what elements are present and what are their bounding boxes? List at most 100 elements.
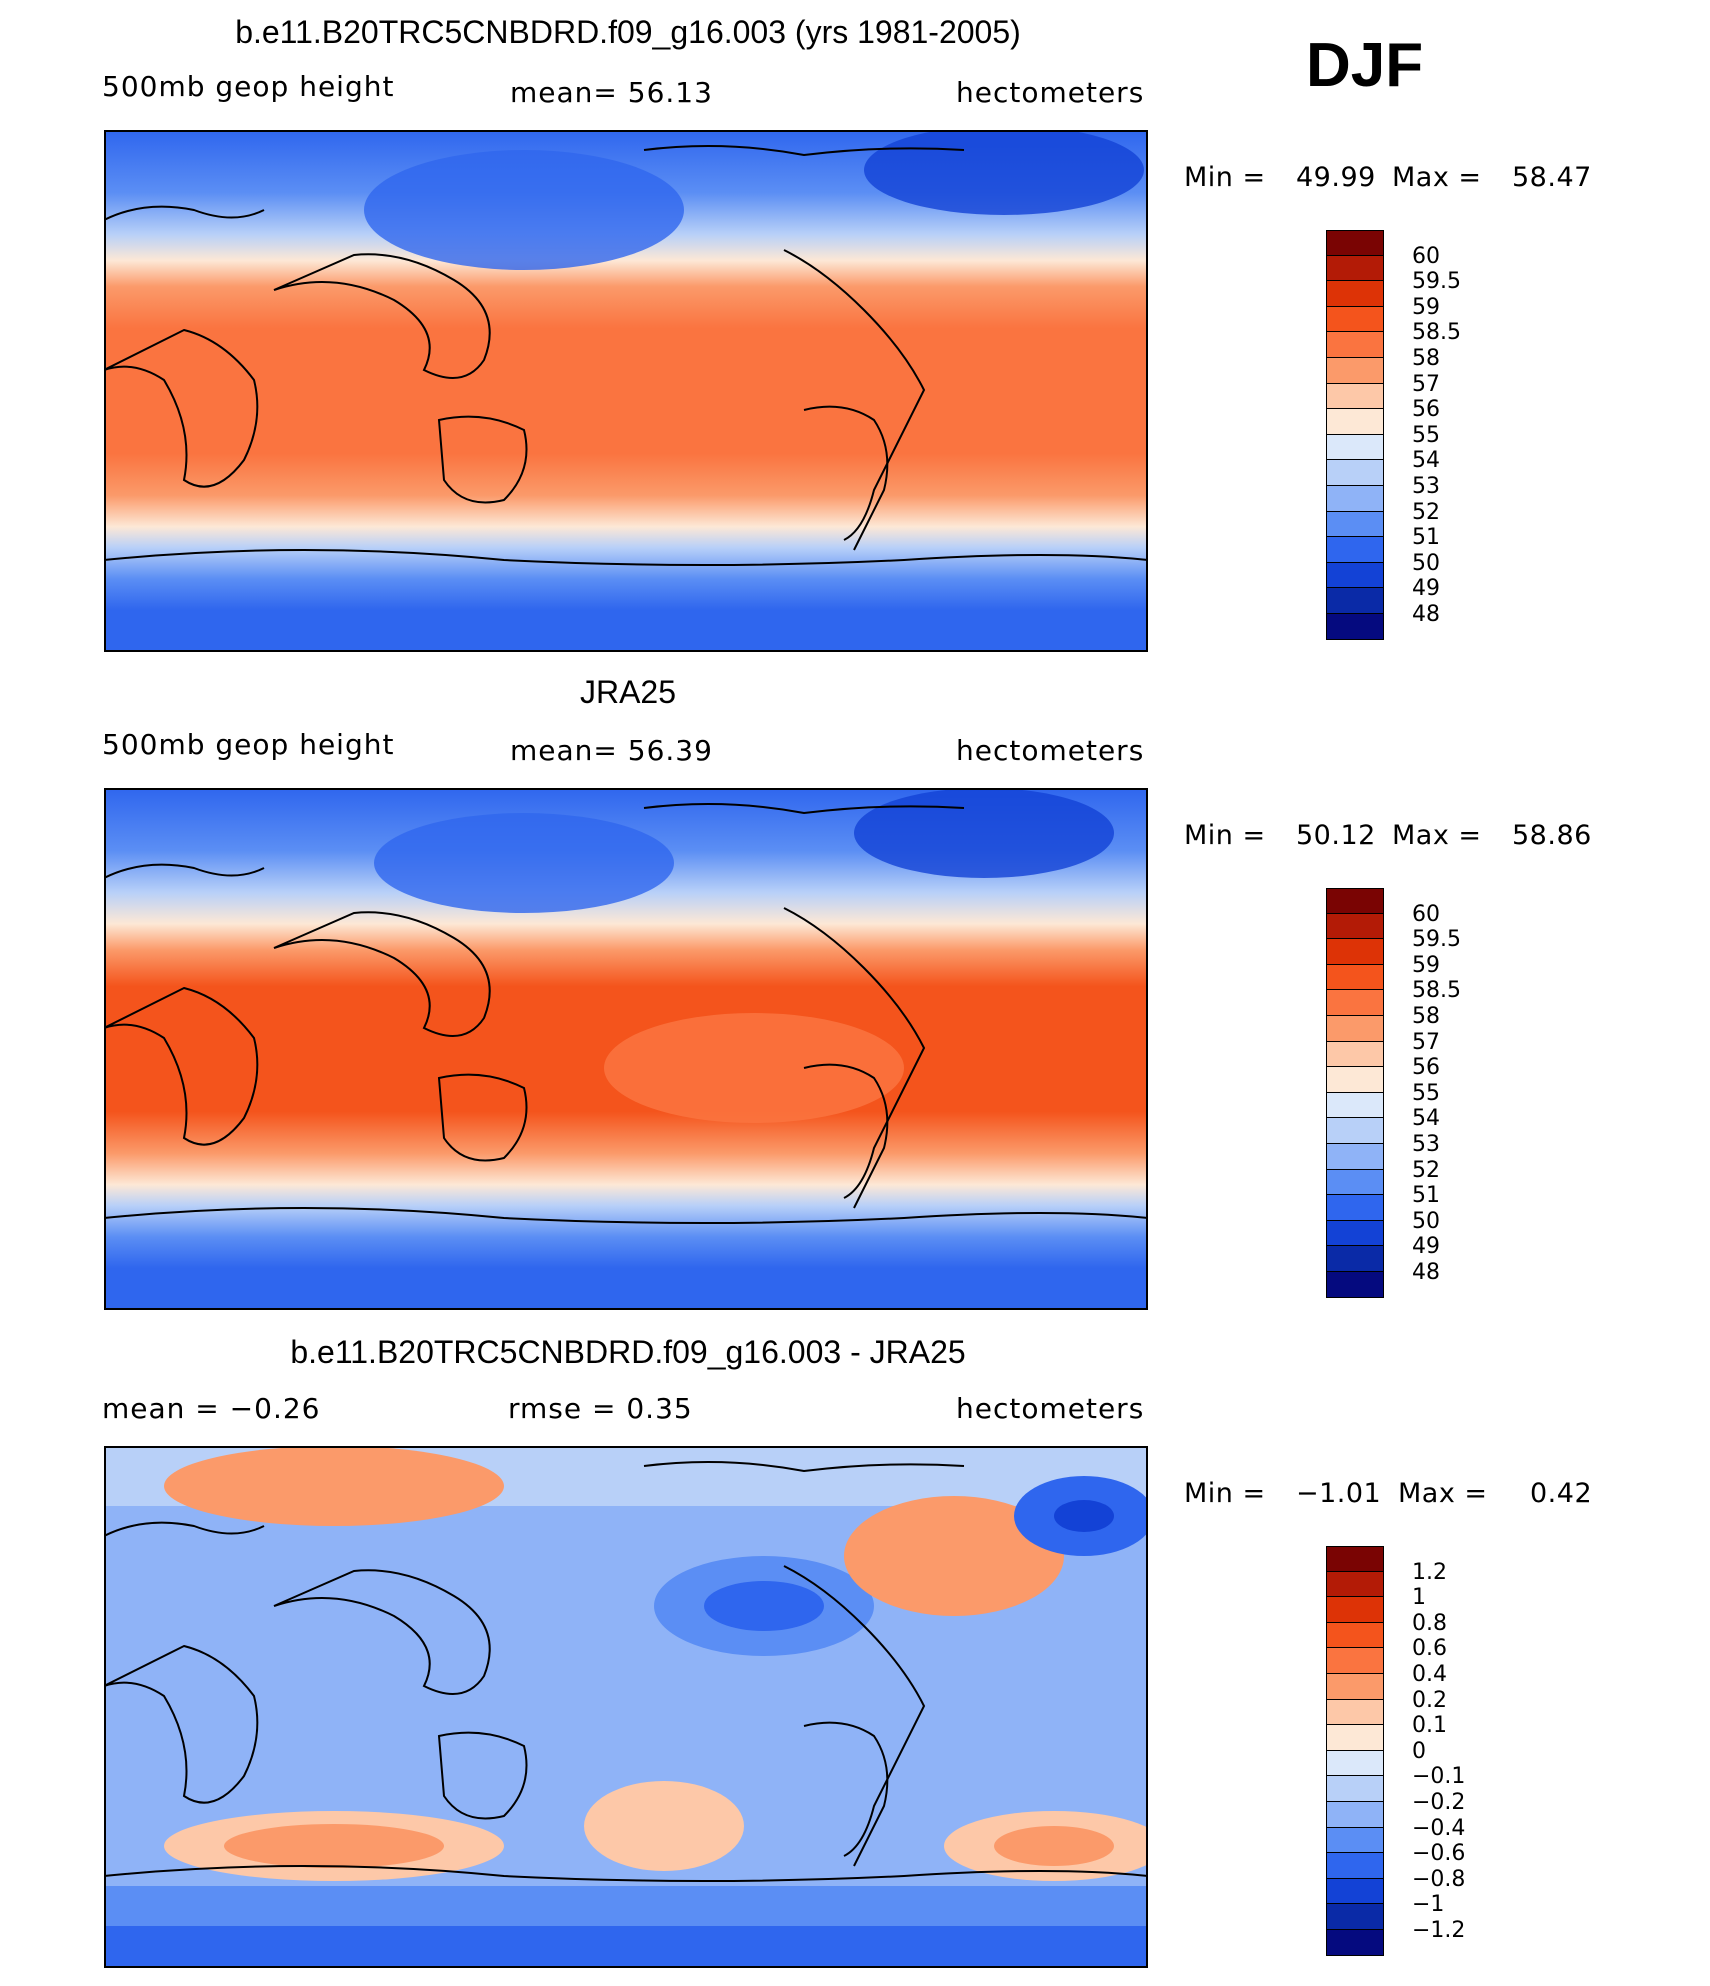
- panel-3-colorbar-box: [1326, 1597, 1384, 1623]
- panel-2-colorbar-box: [1326, 1220, 1384, 1247]
- panel-3-positive-southatlantic-core: [994, 1826, 1114, 1866]
- panel-2-colorbar-label: 57: [1412, 1029, 1440, 1055]
- panel-1-colorbar-box: [1326, 511, 1384, 538]
- panel-1-min-label: Min =: [1184, 162, 1266, 193]
- panel-1-colorbar-box: [1326, 255, 1384, 282]
- panel-2-units: hectometers: [956, 734, 1145, 767]
- panel-2-min-label: Min =: [1184, 820, 1266, 851]
- panel-2-east-pacific-tongue: [604, 1013, 904, 1123]
- panel-1-left-label: 500mb geop height: [102, 70, 395, 103]
- panel-2-colorbar-box: [1326, 1067, 1384, 1093]
- panel-3-antarctic-band: [104, 1926, 1148, 1968]
- panel-3-colorbar-box: [1326, 1546, 1384, 1572]
- panel-3-max-label: Max =: [1398, 1478, 1488, 1509]
- panel-3-colorbar-box: [1326, 1827, 1384, 1854]
- panel-1-colorbar-label: 50: [1412, 550, 1440, 576]
- panel-2-colorbar-box: [1326, 1041, 1384, 1068]
- panel-2-colorbar-label: 49: [1412, 1234, 1440, 1260]
- panel-2-colorbar-label: 60: [1412, 901, 1440, 927]
- panel-2-colorbar-label: 58: [1412, 1004, 1440, 1029]
- panel-2-colorbar-box: [1326, 964, 1384, 991]
- panel-2-colorbar-box: [1326, 1246, 1384, 1272]
- panel-3-colorbar-label: 1.2: [1412, 1559, 1447, 1585]
- panel-3-min-label: Min =: [1184, 1478, 1266, 1509]
- panel-2-colorbar-label: 50: [1412, 1208, 1440, 1234]
- panel-1-colorbar-box: [1326, 383, 1384, 410]
- panel-1-colorbar-label: 49: [1412, 576, 1440, 602]
- panel-3-colorbar-box: [1326, 1648, 1384, 1674]
- panel-2-colorbar-label: 54: [1412, 1106, 1440, 1132]
- panel-1-title: b.e11.B20TRC5CNBDRD.f09_g16.003 (yrs 198…: [235, 14, 1021, 50]
- panel-2-colorbar-box: [1326, 1143, 1384, 1170]
- season-label: DJF: [1306, 31, 1424, 100]
- panel-1-colorbar-box: [1326, 306, 1384, 333]
- panel-2-map: [104, 788, 1148, 1310]
- panel-3-min-value: −1.01: [1296, 1478, 1382, 1509]
- panel-1-colorbar-box: [1326, 332, 1384, 358]
- panel-3-colorbar-label: −0.4: [1412, 1815, 1466, 1841]
- panel-3-colorbar-box: [1326, 1904, 1384, 1930]
- panel-2-colorbar-label: 58.5: [1412, 978, 1461, 1004]
- panel-2-left-label: 500mb geop height: [102, 728, 395, 761]
- panel-2-colorbar: [1326, 888, 1384, 1298]
- panel-1-colorbar-label: 59: [1412, 294, 1440, 320]
- panel-3-colorbar-box: [1326, 1699, 1384, 1726]
- panel-1-colorbar-boxes: [1326, 230, 1384, 640]
- panel-2-min-value: 50.12: [1296, 820, 1376, 851]
- panel-1-coastlines: [104, 145, 1148, 566]
- panel-1-colorbar-label: 60: [1412, 243, 1440, 269]
- panel-3-colorbar-label: 0.2: [1412, 1687, 1447, 1713]
- panel-1-colorbar-label: 58.5: [1412, 320, 1461, 346]
- panel-1-max-label: Max =: [1392, 162, 1482, 193]
- panel-1-colorbar-box: [1326, 460, 1384, 486]
- panel-1-colorbar-label: 48: [1412, 602, 1440, 627]
- panel-3-colorbar-box: [1326, 1571, 1384, 1598]
- panel-1-center-label: mean= 56.13: [510, 76, 713, 109]
- panel-3-colorbar-box: [1326, 1776, 1384, 1802]
- panel-3-colorbar-box: [1326, 1853, 1384, 1879]
- panel-3-coastlines: [104, 1461, 1148, 1882]
- panel-1-units: hectometers: [956, 76, 1145, 109]
- panel-3-colorbar: [1326, 1546, 1384, 1956]
- panel-1-trough-pacific: [364, 150, 684, 270]
- panel-1-colorbar-label: 51: [1412, 525, 1440, 551]
- panel-2-colorbar-box: [1326, 990, 1384, 1016]
- panel-3-colorbar-boxes: [1326, 1546, 1384, 1956]
- panel-1-colorbar-box: [1326, 562, 1384, 589]
- panel-3-colorbar-label: −1: [1412, 1892, 1445, 1918]
- panel-3-positive-newzealand: [584, 1781, 744, 1871]
- panel-3-negative-atlantic-core: [1054, 1500, 1114, 1532]
- panel-3-title: b.e11.B20TRC5CNBDRD.f09_g16.003 - JRA25: [290, 1334, 966, 1370]
- panel-3-frame: [104, 1446, 1148, 1968]
- panel-1-frame: [104, 130, 1148, 652]
- panel-3-colorbar-label: −0.2: [1412, 1790, 1466, 1815]
- panel-2-trough-pacific: [374, 813, 674, 913]
- panel-2-coastlines: [104, 803, 1148, 1224]
- panel-2-colorbar-boxes: [1326, 888, 1384, 1298]
- panel-2-colorbar-box: [1326, 913, 1384, 940]
- panel-3-positive-southindian-core: [224, 1824, 444, 1868]
- panel-3-map: [104, 1446, 1148, 1968]
- panel-2-colorbar-label: 53: [1412, 1132, 1440, 1157]
- panel-1-colorbar-label: 56: [1412, 397, 1440, 423]
- panel-3-colorbar-box: [1326, 1725, 1384, 1751]
- panel-2-colorbar-label: 51: [1412, 1183, 1440, 1209]
- panel-3-negative-northpacific-core: [704, 1581, 824, 1631]
- panel-2-colorbar-box: [1326, 1271, 1384, 1298]
- panel-1-colorbar-label: 54: [1412, 448, 1440, 474]
- panel-1-colorbar-box: [1326, 537, 1384, 563]
- panel-1-colorbar-label: 57: [1412, 371, 1440, 397]
- panel-3-colorbar-box: [1326, 1673, 1384, 1700]
- panel-1-map: [104, 130, 1148, 652]
- panel-1-trough-atlantic: [864, 130, 1144, 215]
- panel-2-max-label: Max =: [1392, 820, 1482, 851]
- panel-2-colorbar-label: 55: [1412, 1080, 1440, 1106]
- panel-2-colorbar-box: [1326, 1169, 1384, 1196]
- panel-3-positive-eurasia: [164, 1446, 504, 1526]
- panel-1-colorbar-box: [1326, 409, 1384, 435]
- panel-1-colorbar-label: 58: [1412, 346, 1440, 371]
- panel-3-colorbar-label: 1: [1412, 1585, 1426, 1611]
- panel-1-colorbar-box: [1326, 485, 1384, 512]
- panel-3-colorbar-box: [1326, 1622, 1384, 1649]
- panel-2-colorbar-label: 48: [1412, 1260, 1440, 1285]
